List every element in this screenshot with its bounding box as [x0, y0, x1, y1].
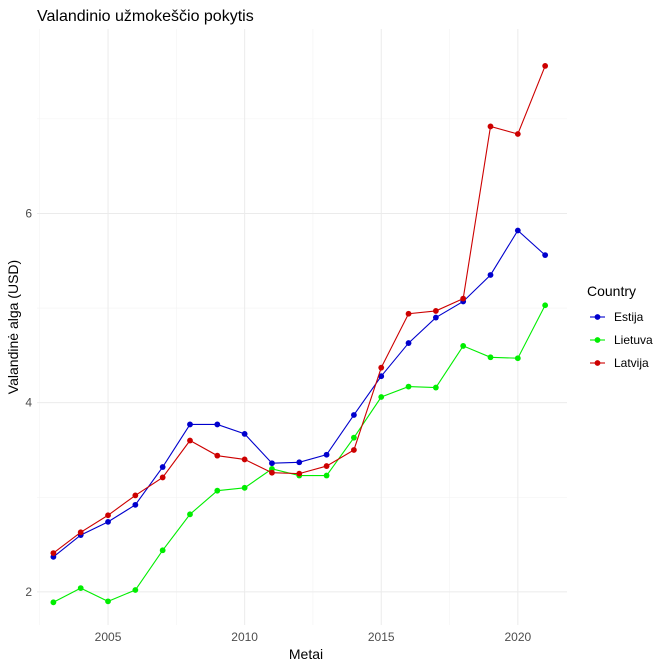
data-point: [351, 447, 357, 453]
data-point: [187, 421, 193, 428]
data-point: [405, 310, 412, 317]
data-point: [50, 550, 57, 557]
x-tick-label: 2015: [368, 630, 395, 644]
data-point: [296, 470, 303, 477]
data-point: [432, 308, 439, 314]
data-point: [132, 587, 139, 593]
data-point: [432, 314, 439, 321]
data-point: [323, 451, 330, 458]
data-point: [187, 511, 193, 518]
legend-title: Country: [587, 283, 636, 299]
data-point: [378, 373, 385, 380]
y-tick-label: 4: [25, 396, 32, 410]
series-line: [53, 304, 546, 603]
data-point: [514, 131, 521, 137]
data-point: [214, 487, 221, 494]
data-point: [432, 384, 439, 391]
data-point: [241, 456, 248, 463]
series-estija: [50, 227, 549, 560]
legend-key-point: [594, 337, 601, 343]
major-gridlines: [37, 29, 567, 625]
x-tick-label: 2020: [504, 630, 531, 644]
data-point: [460, 343, 467, 349]
legend-label: Estija: [614, 310, 644, 324]
data-point: [542, 252, 549, 259]
data-point: [214, 421, 221, 428]
x-tick-label: 2005: [95, 630, 122, 644]
data-point: [542, 302, 549, 309]
data-point: [378, 394, 385, 400]
y-axis-title: Valandinė alga (USD): [5, 260, 21, 394]
data-point: [132, 492, 139, 499]
series-latvija: [50, 62, 549, 557]
data-point: [351, 434, 357, 441]
legend-key: [590, 360, 605, 366]
x-axis-ticks: 2005 2010 2015 2020: [95, 630, 532, 644]
data-point: [296, 459, 303, 466]
data-point: [323, 463, 330, 469]
x-axis-title: Metai: [289, 646, 323, 662]
series-line: [53, 229, 546, 558]
legend-key-point: [594, 360, 601, 366]
data-point: [514, 355, 521, 362]
y-tick-label: 6: [25, 206, 32, 220]
data-point: [487, 272, 494, 278]
x-tick-label: 2010: [231, 630, 258, 644]
y-tick-label: 2: [25, 585, 32, 599]
data-point: [187, 437, 193, 444]
data-point: [351, 412, 357, 418]
data-point: [159, 464, 166, 470]
data-point: [487, 354, 494, 361]
minor-gridlines: [37, 29, 567, 625]
data-point: [77, 529, 84, 536]
data-point: [105, 512, 111, 519]
y-axis-ticks: 2 4 6: [25, 206, 32, 598]
data-point: [487, 123, 494, 130]
data-point: [405, 340, 412, 346]
legend-label: Latvija: [614, 356, 649, 370]
data-point: [77, 585, 84, 592]
legend-key: [590, 314, 605, 320]
data-point: [542, 62, 549, 69]
data-point: [132, 501, 139, 508]
series-layer: [50, 62, 549, 606]
legend: Country Estija Lietuva Latvija: [587, 283, 653, 370]
legend-label: Lietuva: [614, 333, 653, 347]
series-line: [53, 65, 546, 554]
chart-title: Valandinio užmokeščio pokytis: [37, 8, 254, 25]
data-point: [105, 598, 111, 605]
data-point: [159, 547, 166, 554]
data-point: [241, 484, 248, 491]
data-point: [159, 474, 166, 481]
data-point: [214, 452, 221, 459]
data-point: [460, 295, 467, 302]
data-point: [514, 227, 521, 234]
data-point: [378, 364, 385, 371]
data-point: [50, 599, 57, 606]
legend-key: [590, 337, 605, 343]
data-point: [269, 469, 275, 476]
data-point: [405, 383, 412, 390]
legend-key-point: [594, 314, 601, 320]
data-point: [269, 460, 275, 467]
series-lietuva: [50, 302, 549, 606]
data-point: [323, 472, 330, 479]
data-point: [241, 431, 248, 437]
data-point: [105, 518, 111, 525]
